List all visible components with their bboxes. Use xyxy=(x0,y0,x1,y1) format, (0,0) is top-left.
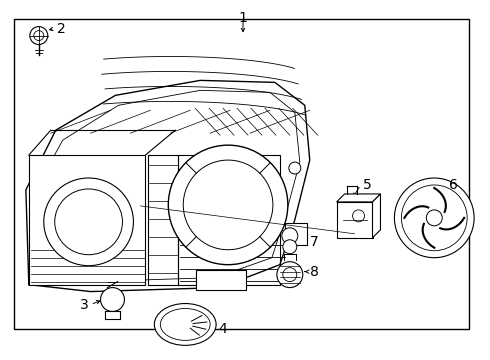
Circle shape xyxy=(283,240,297,254)
Text: 6: 6 xyxy=(449,178,458,192)
Ellipse shape xyxy=(44,178,133,266)
Bar xyxy=(29,155,146,285)
Bar xyxy=(337,202,372,238)
Ellipse shape xyxy=(154,303,216,345)
Bar xyxy=(14,19,469,329)
Text: 4: 4 xyxy=(218,323,227,337)
Text: 8: 8 xyxy=(310,265,318,279)
Text: 2: 2 xyxy=(57,22,66,36)
Circle shape xyxy=(289,162,301,174)
Bar xyxy=(285,223,307,245)
Text: 3: 3 xyxy=(80,297,89,311)
Circle shape xyxy=(282,228,298,244)
Bar xyxy=(196,270,246,289)
Polygon shape xyxy=(337,194,380,202)
Circle shape xyxy=(277,262,303,288)
Bar xyxy=(178,155,280,285)
Text: 7: 7 xyxy=(310,235,318,249)
Polygon shape xyxy=(372,194,380,238)
Circle shape xyxy=(394,178,474,258)
Text: 1: 1 xyxy=(239,11,247,24)
Circle shape xyxy=(100,288,124,311)
Text: 5: 5 xyxy=(363,178,371,192)
Circle shape xyxy=(168,145,288,265)
Circle shape xyxy=(30,27,48,45)
